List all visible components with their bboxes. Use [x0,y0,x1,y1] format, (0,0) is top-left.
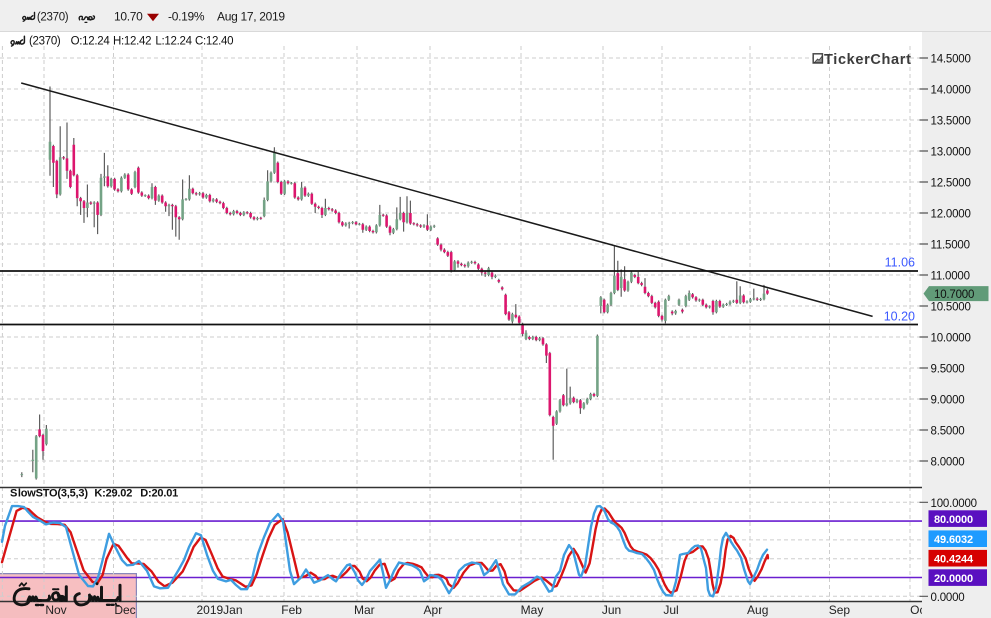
svg-text:10.70: 10.70 [114,10,143,24]
svg-text:Jul: Jul [663,603,678,617]
svg-text:(2370): (2370) [37,12,69,24]
svg-text:100.0000: 100.0000 [931,498,977,510]
svg-text:L:12.24: L:12.24 [155,36,192,48]
svg-text:80.0000: 80.0000 [934,514,973,526]
svg-text:Dec: Dec [114,603,135,617]
svg-text:11.0000: 11.0000 [931,271,970,283]
svg-text:Aug: Aug [747,603,768,617]
svg-text:Mar: Mar [354,603,375,617]
svg-text:S lowSTO(3,5,3): S lowSTO(3,5,3) [10,488,88,500]
svg-text:8.5000: 8.5000 [931,426,965,438]
svg-text:12.0000: 12.0000 [931,209,971,221]
svg-text:Oct: Oct [910,603,929,617]
svg-text:20.0000: 20.0000 [934,573,973,585]
svg-text:May: May [521,603,544,617]
svg-text:10.20: 10.20 [884,310,915,324]
svg-text:0.0000: 0.0000 [931,592,965,604]
svg-text:-0.19%: -0.19% [168,10,205,24]
svg-text:10.0000: 10.0000 [931,333,971,345]
svg-text:D:20.01: D:20.01 [140,488,178,500]
svg-text:9.0000: 9.0000 [931,395,965,407]
svg-text:10.7000: 10.7000 [934,289,974,301]
svg-text:C:12.40: C:12.40 [195,36,233,48]
svg-text:14.0000: 14.0000 [931,85,971,97]
svg-text:2019Jan: 2019Jan [196,603,242,617]
svg-text:Feb: Feb [281,603,302,617]
svg-text:13.0000: 13.0000 [931,147,971,159]
svg-text:K:29.02: K:29.02 [94,488,132,500]
svg-text:49.6032: 49.6032 [934,534,973,546]
svg-text:8.0000: 8.0000 [931,457,965,469]
svg-text:13.5000: 13.5000 [931,116,971,128]
svg-text:11.5000: 11.5000 [931,240,970,252]
svg-text:Apr: Apr [424,603,443,617]
svg-text:9.5000: 9.5000 [931,364,965,376]
svg-text:TickerChart: TickerChart [824,52,911,68]
svg-text:14.5000: 14.5000 [931,54,971,66]
svg-text:Jun: Jun [602,603,621,617]
svg-text:11.06: 11.06 [885,256,915,270]
svg-text:Nov: Nov [45,603,66,617]
svg-text:(2370): (2370) [29,36,61,48]
svg-text:H:12.42: H:12.42 [113,36,151,48]
svg-text:12.5000: 12.5000 [931,178,971,190]
svg-text:Sep: Sep [829,603,851,617]
svg-text:O:12.24: O:12.24 [71,36,111,48]
svg-text:Aug 17, 2019: Aug 17, 2019 [217,10,285,24]
svg-text:40.4244: 40.4244 [934,554,974,566]
svg-text:10.5000: 10.5000 [931,302,971,314]
